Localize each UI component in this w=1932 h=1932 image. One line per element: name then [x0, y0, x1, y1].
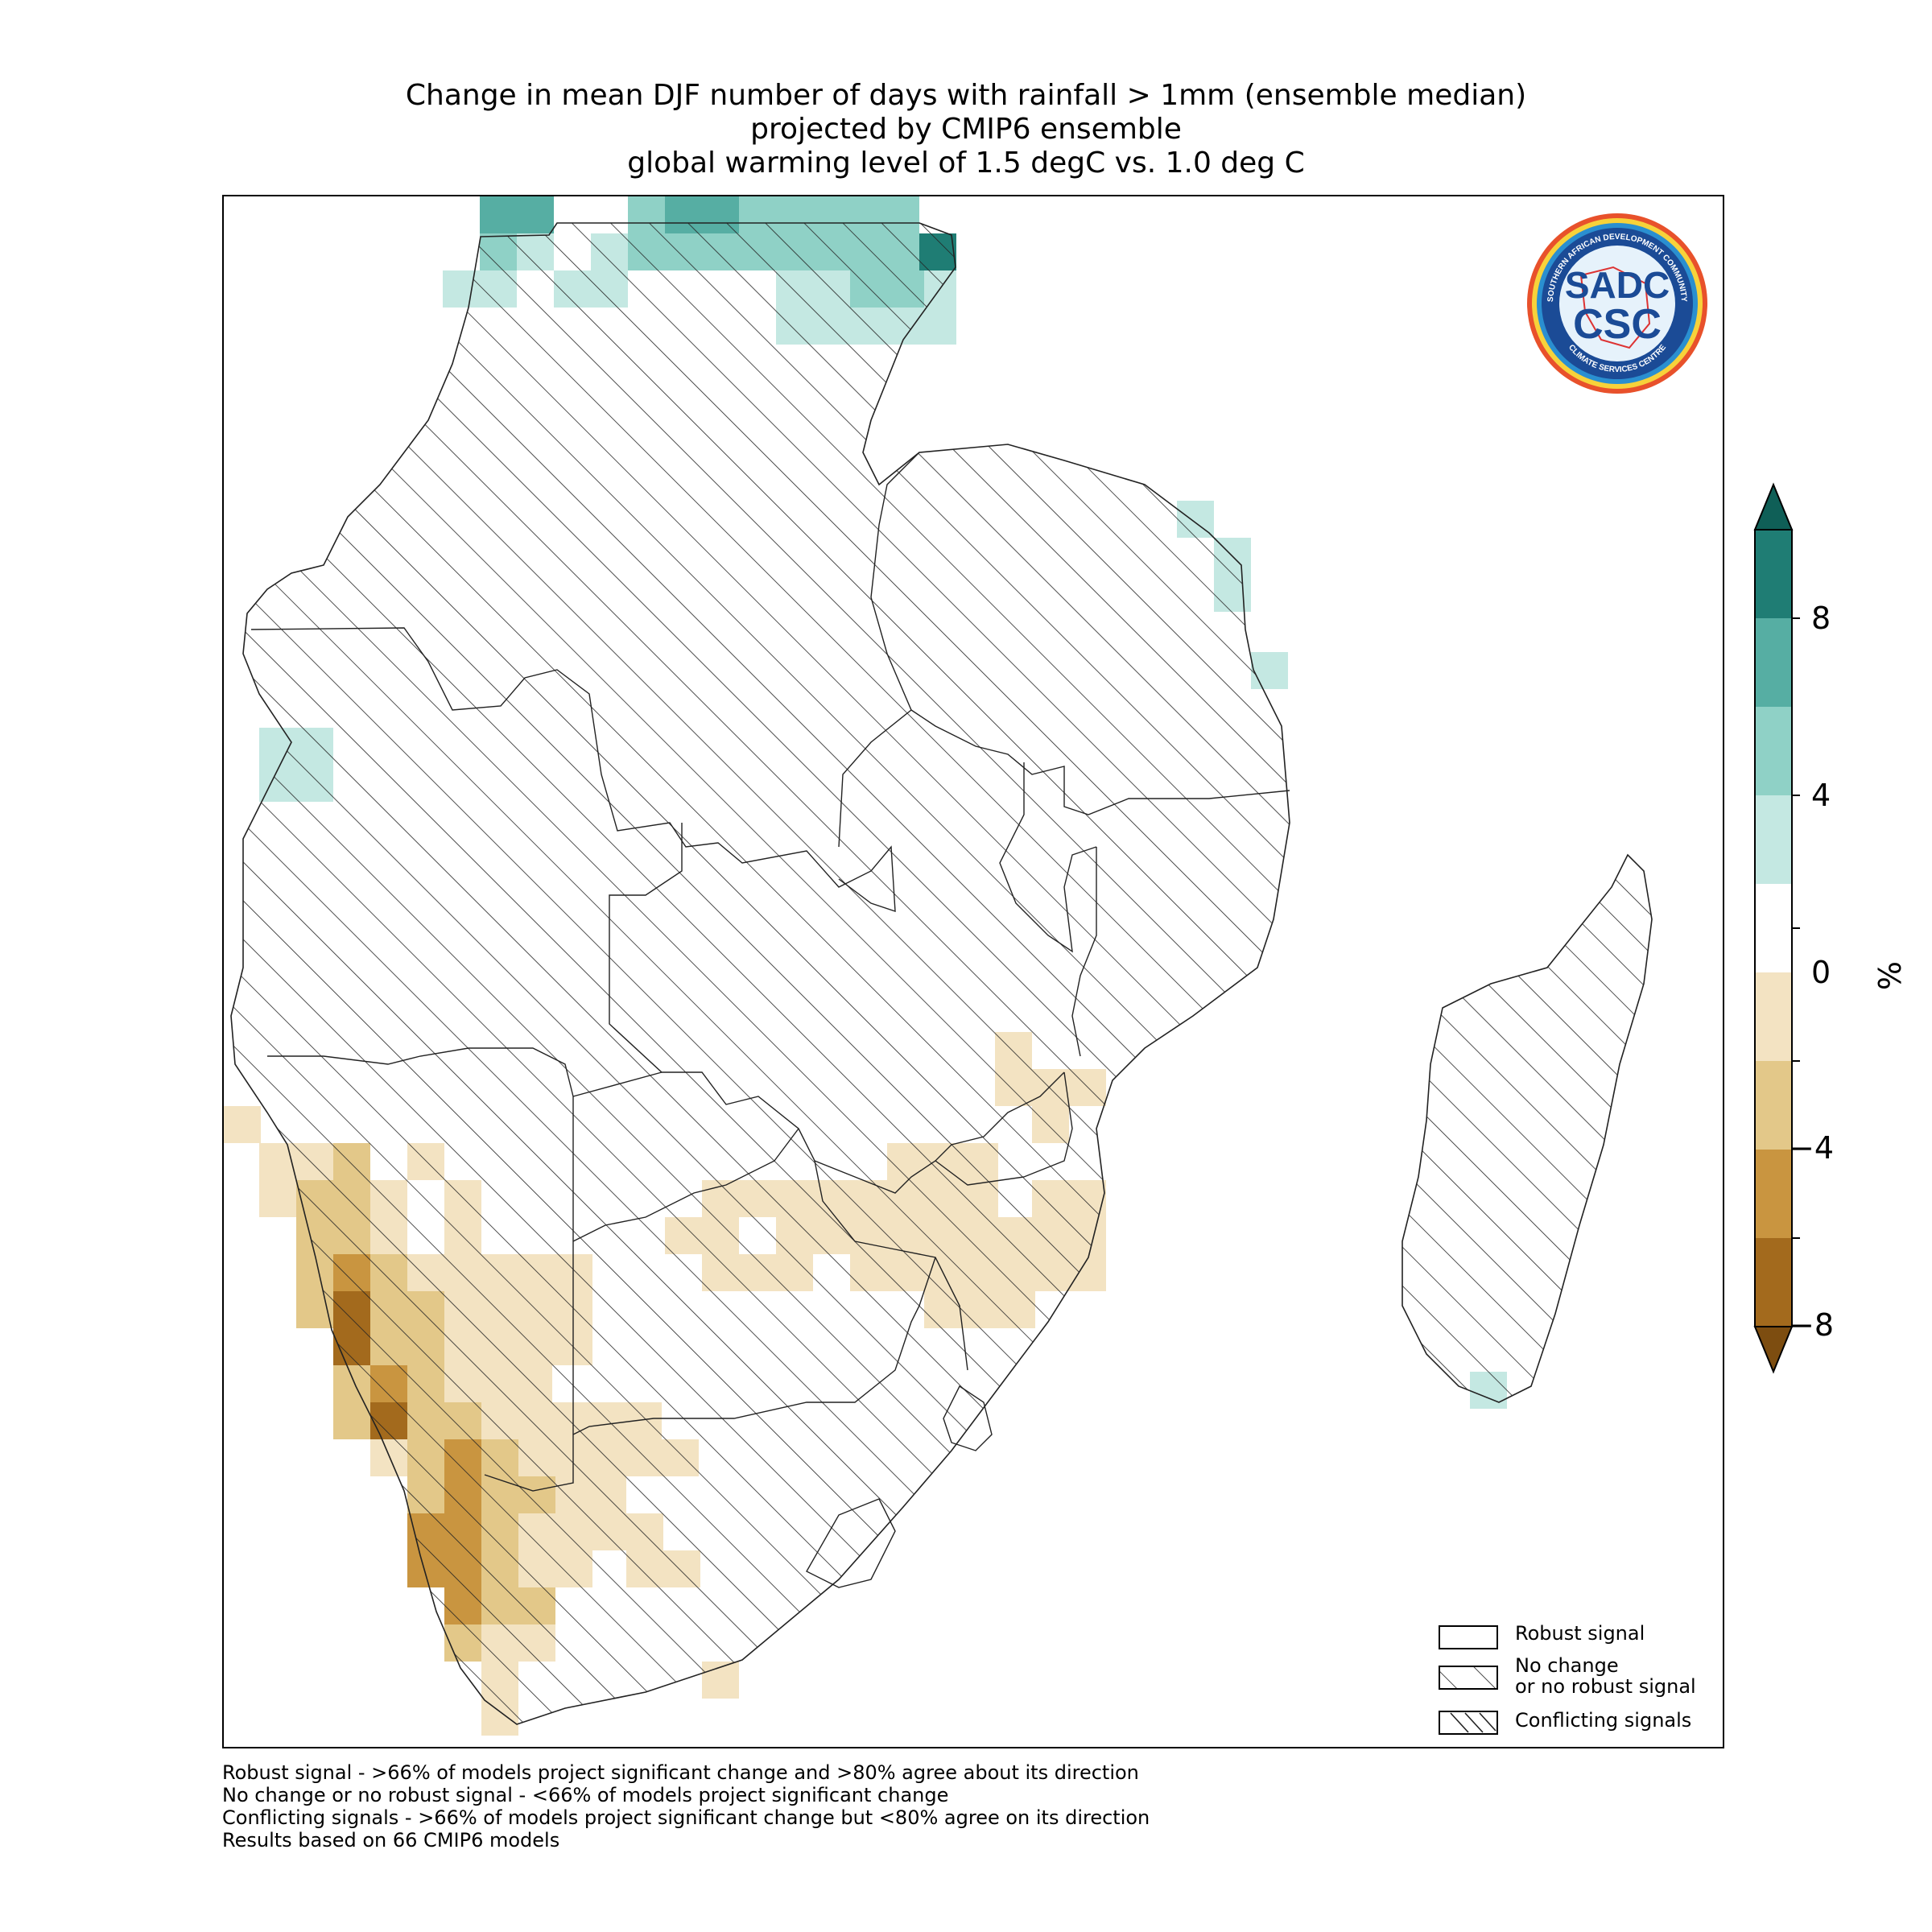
- map-panel: SADC CSC SOUTHERN AFRICAN DEVELOPMENT CO…: [222, 195, 1724, 1748]
- country-borders: [250, 452, 1290, 1588]
- footnote-robust: Robust signal - >66% of models project s…: [222, 1761, 1139, 1784]
- title-line-3: global warming level of 1.5 degC vs. 1.0…: [627, 147, 1305, 180]
- colorbar-tick-8: 8: [1811, 601, 1831, 636]
- colorbar-tick-neg4: −4: [1789, 1130, 1835, 1166]
- legend-no-change-label-1: No change: [1515, 1654, 1619, 1677]
- legend-robust-label: Robust signal: [1515, 1622, 1645, 1645]
- colorbar-segment: [1755, 972, 1792, 1061]
- colorbar-segment: [1755, 1238, 1792, 1327]
- footnote-models: Results based on 66 CMIP6 models: [222, 1829, 560, 1852]
- colorbar-segment: [1755, 530, 1792, 618]
- grid-cell: [259, 1180, 296, 1217]
- colorbar-segment: [1755, 884, 1792, 972]
- madagascar-hatching: [1402, 855, 1652, 1402]
- grid-cell: [224, 1106, 261, 1143]
- colorbar-segment: [1755, 618, 1792, 707]
- grid-cell: [333, 1402, 370, 1439]
- title-line-1: Change in mean DJF number of days with r…: [405, 79, 1527, 112]
- colorbar-unit-label: %: [1872, 960, 1908, 991]
- colorbar-tick-neg8: −8: [1789, 1307, 1835, 1343]
- logo-initials-1: SADC: [1565, 264, 1670, 306]
- colorbar-segment: [1755, 707, 1792, 795]
- footnote-conflicting: Conflicting signals - >66% of models pro…: [222, 1806, 1150, 1829]
- colorbar-tick-0: 0: [1811, 955, 1831, 990]
- colorbar: [1753, 482, 1800, 1374]
- legend-no-change-patch: [1439, 1666, 1498, 1690]
- map-canvas: [224, 196, 1653, 1736]
- colorbar-extend-low: [1753, 1326, 1794, 1374]
- legend-robust-patch: [1439, 1625, 1498, 1649]
- grid-cell: [480, 196, 554, 233]
- logo-initials-2: CSC: [1573, 301, 1662, 348]
- sadc-csc-logo: SADC CSC SOUTHERN AFRICAN DEVELOPMENT CO…: [1525, 211, 1710, 396]
- colorbar-segment: [1755, 1150, 1792, 1238]
- legend-conflicting-label: Conflicting signals: [1515, 1709, 1692, 1732]
- africa-coastline: [230, 222, 1290, 1725]
- footnote-no-change: No change or no robust signal - <66% of …: [222, 1784, 949, 1806]
- colorbar-segment: [1755, 1061, 1792, 1150]
- no-change-hatching: [231, 223, 1290, 1724]
- colorbar-tick-4: 4: [1811, 778, 1831, 813]
- title-line-2: projected by CMIP6 ensemble: [750, 113, 1182, 146]
- colorbar-extend-high: [1753, 482, 1794, 530]
- legend-conflicting-patch: [1439, 1711, 1498, 1735]
- legend-no-change-label-2: or no robust signal: [1515, 1675, 1696, 1698]
- colorbar-segment: [1755, 795, 1792, 884]
- colorbar-segments: [1753, 482, 1800, 1374]
- madagascar-coastline: [1402, 853, 1653, 1403]
